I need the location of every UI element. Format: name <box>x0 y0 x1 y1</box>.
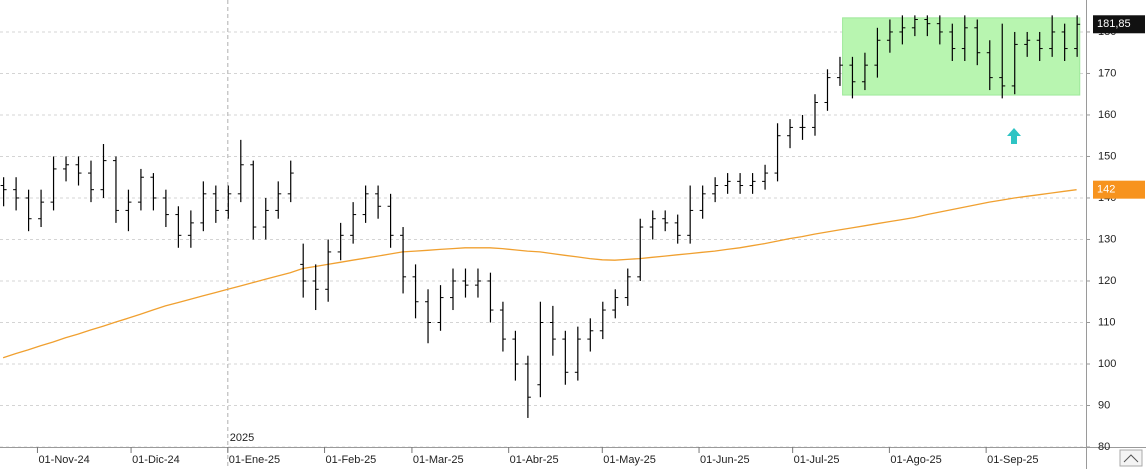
y-tick-label: 160 <box>1098 109 1116 121</box>
moving-average-line <box>2 189 1077 359</box>
price-tag <box>1093 180 1145 199</box>
x-tick-label: 01-Dic-24 <box>132 454 180 466</box>
price-tag-label: 142 <box>1097 184 1115 196</box>
x-tick-label: 01-Jun-25 <box>700 454 750 466</box>
x-tick-label: 01-Mar-25 <box>413 454 464 466</box>
y-tick-label: 110 <box>1098 316 1116 328</box>
price-tag <box>1093 15 1145 34</box>
y-tick-label: 130 <box>1098 233 1116 245</box>
x-tick-label: 01-Ago-25 <box>890 454 941 466</box>
year-marker-label: 2025 <box>230 432 254 444</box>
x-tick-label: 01-Ene-25 <box>229 454 280 466</box>
x-tick-label: 01-Jul-25 <box>794 454 840 466</box>
y-tick-label: 120 <box>1098 275 1116 287</box>
x-tick-label: 01-Abr-25 <box>510 454 559 466</box>
y-tick-label: 90 <box>1098 399 1110 411</box>
highlight-box <box>842 17 1081 96</box>
y-tick-label: 170 <box>1098 67 1116 79</box>
scroll-button[interactable] <box>1119 449 1143 467</box>
arrow-marker <box>1007 128 1021 144</box>
plot-layer: 2025 <box>0 0 1086 466</box>
x-tick-label: 01-Feb-25 <box>326 454 377 466</box>
x-tick-label: 01-Sep-25 <box>987 454 1038 466</box>
y-tick-label: 150 <box>1098 150 1116 162</box>
price-tag-label: 181,85 <box>1097 18 1131 30</box>
y-tick-label: 80 <box>1098 441 1110 453</box>
scroll-icon <box>1123 454 1139 463</box>
x-tick-label: 01-May-25 <box>603 454 656 466</box>
y-tick-label: 100 <box>1098 358 1116 370</box>
x-tick-label: 01-Nov-24 <box>38 454 89 466</box>
